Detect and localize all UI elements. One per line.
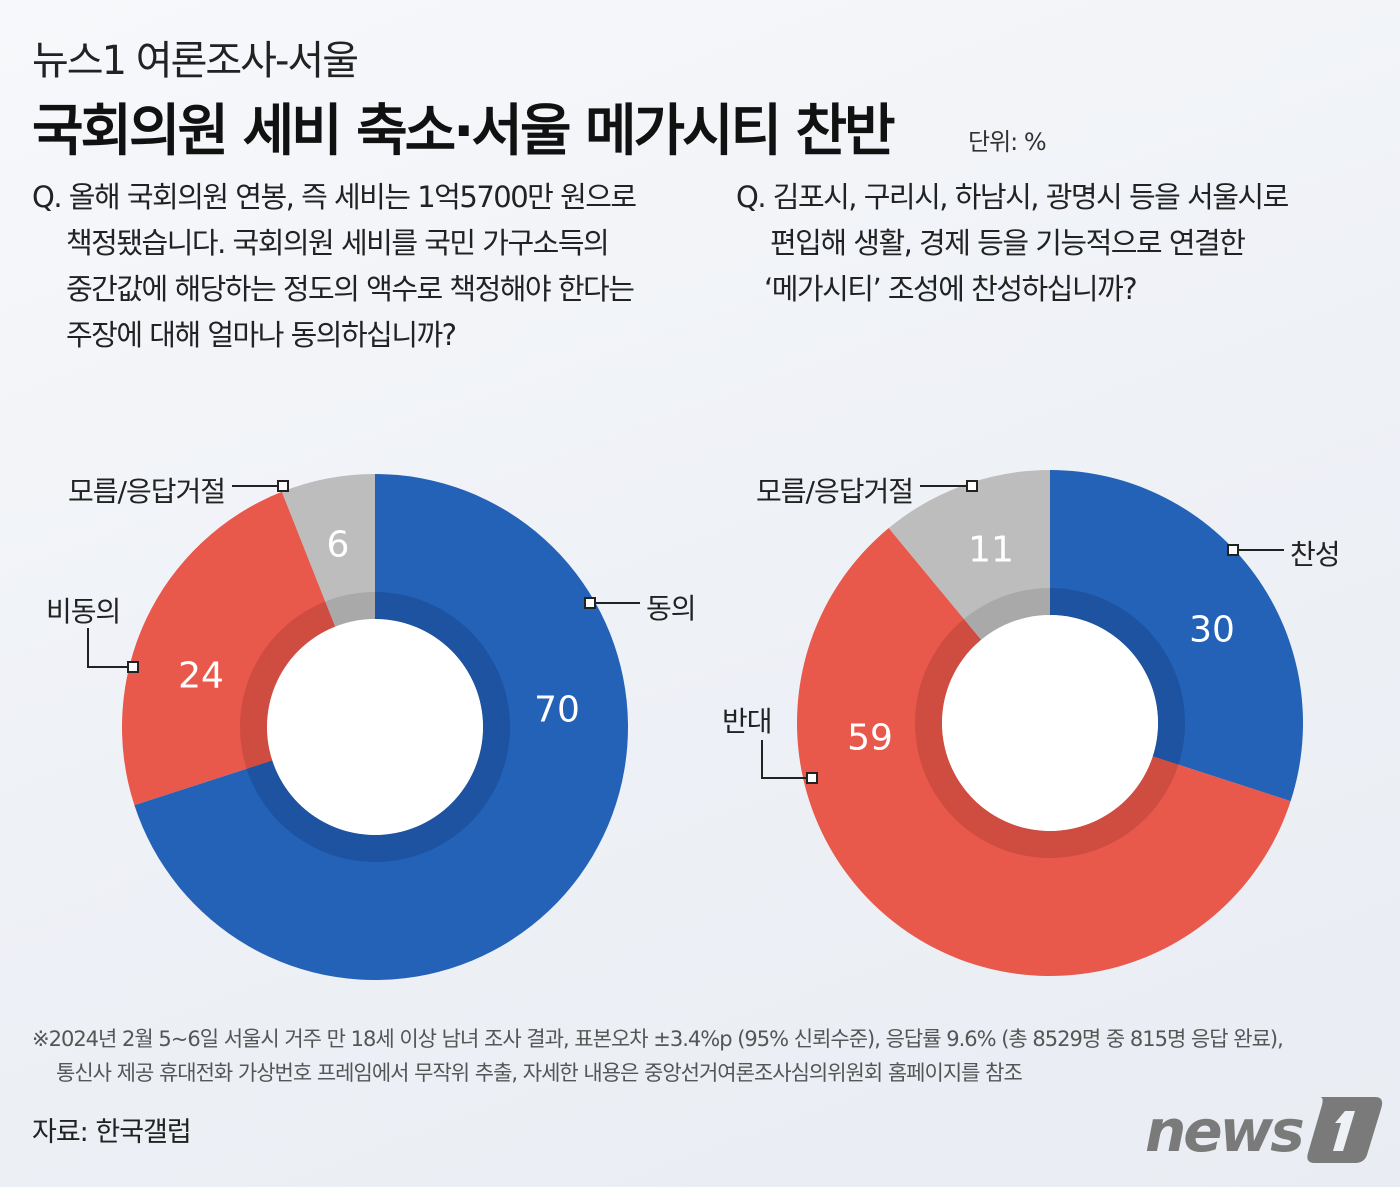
- donut-hole: [267, 619, 483, 835]
- leader-marker: [584, 597, 596, 609]
- source: 자료: 한국갤럽: [32, 1117, 192, 1148]
- data-label: 70: [534, 689, 580, 731]
- data-label: 59: [847, 717, 893, 759]
- data-label: 24: [178, 655, 224, 697]
- leader-marker: [277, 480, 289, 492]
- legend-label-dont-know-1: 모름/응답거절: [68, 475, 226, 508]
- leader-marker: [806, 772, 818, 784]
- legend-label-oppose: 반대: [722, 705, 773, 738]
- footnote: ※2024년 2월 5~6일 서울시 거주 만 18세 이상 남녀 조사 결과,…: [32, 1022, 1284, 1090]
- question-line: ‘메가시티’ 조성에 찬성하십니까?: [764, 272, 1138, 306]
- donut-hole: [942, 615, 1158, 831]
- leader-line: [87, 628, 133, 668]
- slice-inner-ring: [325, 592, 375, 627]
- legend-label-disagree: 비동의: [46, 595, 121, 628]
- question-line: 중간값에 해당하는 정도의 액수로 책정해야 한다는: [66, 272, 635, 306]
- slice-inner-ring: [1050, 588, 1185, 765]
- footnote-line: ※2024년 2월 5~6일 서울시 거주 만 18세 이상 남녀 조사 결과,…: [32, 1027, 1284, 1051]
- unit-label: 단위: %: [968, 128, 1047, 156]
- data-label: 30: [1189, 609, 1235, 651]
- question-1: Q. 올해 국회의원 연봉, 즉 세비는 1억5700만 원으로 책정됐습니다.…: [32, 174, 637, 358]
- question-2: Q. 김포시, 구리시, 하남시, 광명시 등을 서울시로 편입해 생활, 경제…: [736, 174, 1289, 312]
- leader-marker: [127, 661, 139, 673]
- question-line: 주장에 대해 얼마나 동의하십니까?: [66, 318, 457, 352]
- news1-logo: news: [1145, 1097, 1383, 1165]
- slice-inner-ring: [963, 588, 1050, 640]
- svg-text:news: news: [1145, 1097, 1303, 1165]
- leader-line: [761, 740, 812, 779]
- slice-red: [122, 491, 336, 806]
- slice-gray: [281, 474, 375, 627]
- data-label: 6: [326, 524, 350, 566]
- legend-label-favor: 찬성: [1290, 538, 1341, 571]
- data-label: 11: [968, 529, 1014, 571]
- page-title: 국회의원 세비 축소·서울 메가시티 찬반: [32, 99, 896, 164]
- legend-label-dont-know-2: 모름/응답거절: [756, 475, 914, 508]
- footnote-line: 통신사 제공 휴대전화 가상번호 프레임에서 무작위 추출, 자세한 내용은 중…: [56, 1061, 1023, 1085]
- kicker: 뉴스1 여론조사-서울: [32, 38, 359, 84]
- question-line: Q. 올해 국회의원 연봉, 즉 세비는 1억5700만 원으로: [32, 180, 637, 214]
- leader-lines: [87, 485, 1284, 779]
- slice-blue: [134, 474, 629, 981]
- slice-blue: [1050, 470, 1304, 802]
- leader-marker: [1227, 544, 1239, 556]
- slice-red: [797, 528, 1291, 976]
- slice-inner-ring: [240, 601, 336, 769]
- donut-chart-2: [797, 470, 1304, 976]
- question-line: 책정됐습니다. 국회의원 세비를 국민 가구소득의: [66, 226, 610, 260]
- leader-marker: [966, 480, 978, 492]
- donut-chart-1: [122, 474, 629, 981]
- question-line: 편입해 생활, 경제 등을 기능적으로 연결한: [770, 226, 1246, 260]
- legend-label-agree: 동의: [646, 592, 697, 625]
- question-line: Q. 김포시, 구리시, 하남시, 광명시 등을 서울시로: [736, 180, 1289, 214]
